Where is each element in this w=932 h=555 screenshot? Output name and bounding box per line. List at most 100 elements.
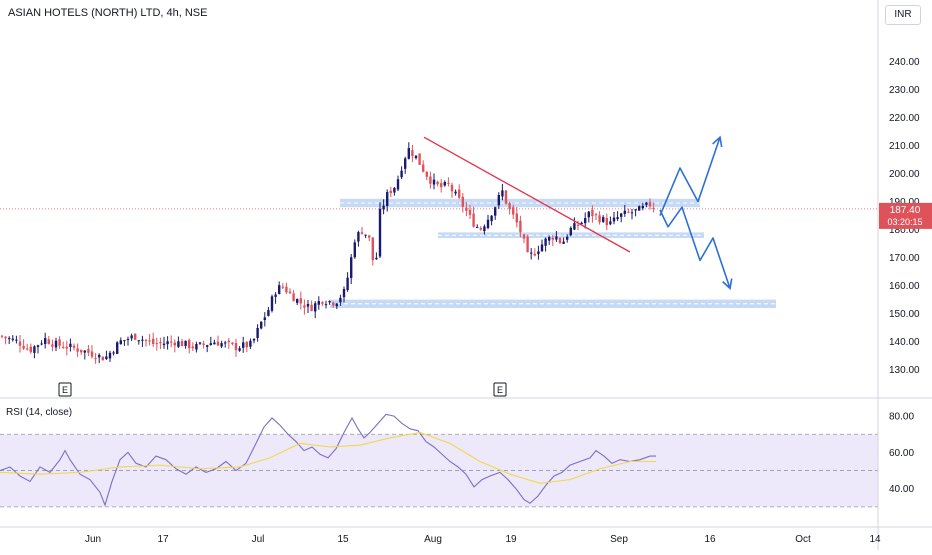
rsi-label: RSI (14, close) xyxy=(6,407,73,418)
candle-body xyxy=(634,209,637,211)
candle-body xyxy=(8,338,11,340)
price-badge-value: 187.40 xyxy=(890,205,921,216)
candle-body xyxy=(80,349,83,353)
price-tick-label: 140.00 xyxy=(889,337,920,348)
candle-body xyxy=(533,253,536,256)
candle-body xyxy=(353,242,356,258)
candle-body xyxy=(526,236,529,253)
candle-body xyxy=(393,187,396,193)
candle-body xyxy=(324,304,328,306)
candle-body xyxy=(209,343,212,345)
candle-body xyxy=(173,342,176,346)
candle-body xyxy=(404,158,407,169)
candle-body xyxy=(184,340,187,347)
candle-body xyxy=(472,213,475,227)
candle-body xyxy=(310,304,313,311)
candle-body xyxy=(238,348,241,351)
candle-body xyxy=(450,184,454,192)
currency-button[interactable]: INR xyxy=(885,5,921,25)
candle-body xyxy=(447,182,450,184)
candle-body xyxy=(47,339,50,344)
candle-body xyxy=(159,342,162,344)
candle-body xyxy=(479,227,482,230)
candle-body xyxy=(378,208,382,257)
candle-body xyxy=(436,181,439,185)
price-tick-label: 190.00 xyxy=(889,197,920,208)
candle-body xyxy=(69,343,72,348)
price-badge-countdown: 03:20:15 xyxy=(887,217,922,227)
candle-body xyxy=(371,237,374,261)
price-badge xyxy=(879,202,932,229)
candle-body xyxy=(468,209,472,215)
candle-body xyxy=(508,203,511,209)
candle-body xyxy=(461,196,464,207)
candle-body xyxy=(195,344,198,350)
earnings-marker xyxy=(493,382,507,397)
time-tick-label: Aug xyxy=(424,534,442,545)
candle-body xyxy=(0,335,4,337)
candle-body xyxy=(364,234,367,236)
candle-body xyxy=(360,232,364,234)
time-tick-label: 19 xyxy=(505,534,517,545)
candle-body xyxy=(234,342,238,351)
earnings-marker xyxy=(58,382,72,397)
earnings-marker-label: E xyxy=(497,385,503,395)
candle-body xyxy=(22,345,25,349)
zone-rect xyxy=(340,198,700,208)
candle-body xyxy=(425,171,428,177)
time-tick-label: Jun xyxy=(85,534,101,545)
candle-body xyxy=(540,244,544,252)
candle-body xyxy=(126,339,130,341)
candle-body xyxy=(465,207,468,211)
candle-body xyxy=(411,150,414,157)
candle-body xyxy=(101,356,104,361)
candle-body xyxy=(285,286,288,293)
candle-body xyxy=(152,338,155,344)
candle-body xyxy=(476,226,479,228)
price-tick-label: 150.00 xyxy=(889,309,920,320)
candle-body xyxy=(594,214,598,216)
candle-body xyxy=(598,215,601,223)
candle-body xyxy=(418,153,421,165)
candle-body xyxy=(440,183,443,188)
candle-body xyxy=(119,340,122,345)
candle-body xyxy=(375,257,378,260)
candle-body xyxy=(389,190,392,194)
candle-body xyxy=(648,202,652,207)
candle-body xyxy=(40,343,43,345)
candle-body xyxy=(188,340,191,349)
candle-body xyxy=(58,339,61,346)
candle-body xyxy=(605,218,608,226)
candle-body xyxy=(537,251,540,255)
candle-body xyxy=(432,179,436,185)
price-tick-label: 210.00 xyxy=(889,141,920,152)
price-tick-label: 160.00 xyxy=(889,281,920,292)
candle-body xyxy=(350,257,353,278)
candle-body xyxy=(224,342,227,344)
price-tick-label: 180.00 xyxy=(889,225,920,236)
candle-body xyxy=(252,339,256,341)
candle-body xyxy=(620,213,623,217)
candle-body xyxy=(36,345,40,347)
candle-body xyxy=(530,252,533,254)
candle-body xyxy=(396,179,400,190)
candle-body xyxy=(83,350,86,353)
candle-body xyxy=(555,236,558,240)
rsi-pane[interactable] xyxy=(0,413,878,508)
time-tick-label: Oct xyxy=(795,534,811,545)
candle-body xyxy=(400,170,403,178)
candle-body xyxy=(609,221,612,225)
candle-body xyxy=(357,232,360,242)
candle-body xyxy=(206,345,209,347)
candle-body xyxy=(566,236,569,240)
candle-body xyxy=(245,341,248,348)
trendline xyxy=(423,136,631,253)
candle-body xyxy=(72,345,76,348)
candle-body xyxy=(569,227,572,236)
candle-body xyxy=(504,190,508,204)
candle-body xyxy=(134,333,137,340)
candle-body xyxy=(515,213,518,223)
time-tick-label: 15 xyxy=(337,534,349,545)
